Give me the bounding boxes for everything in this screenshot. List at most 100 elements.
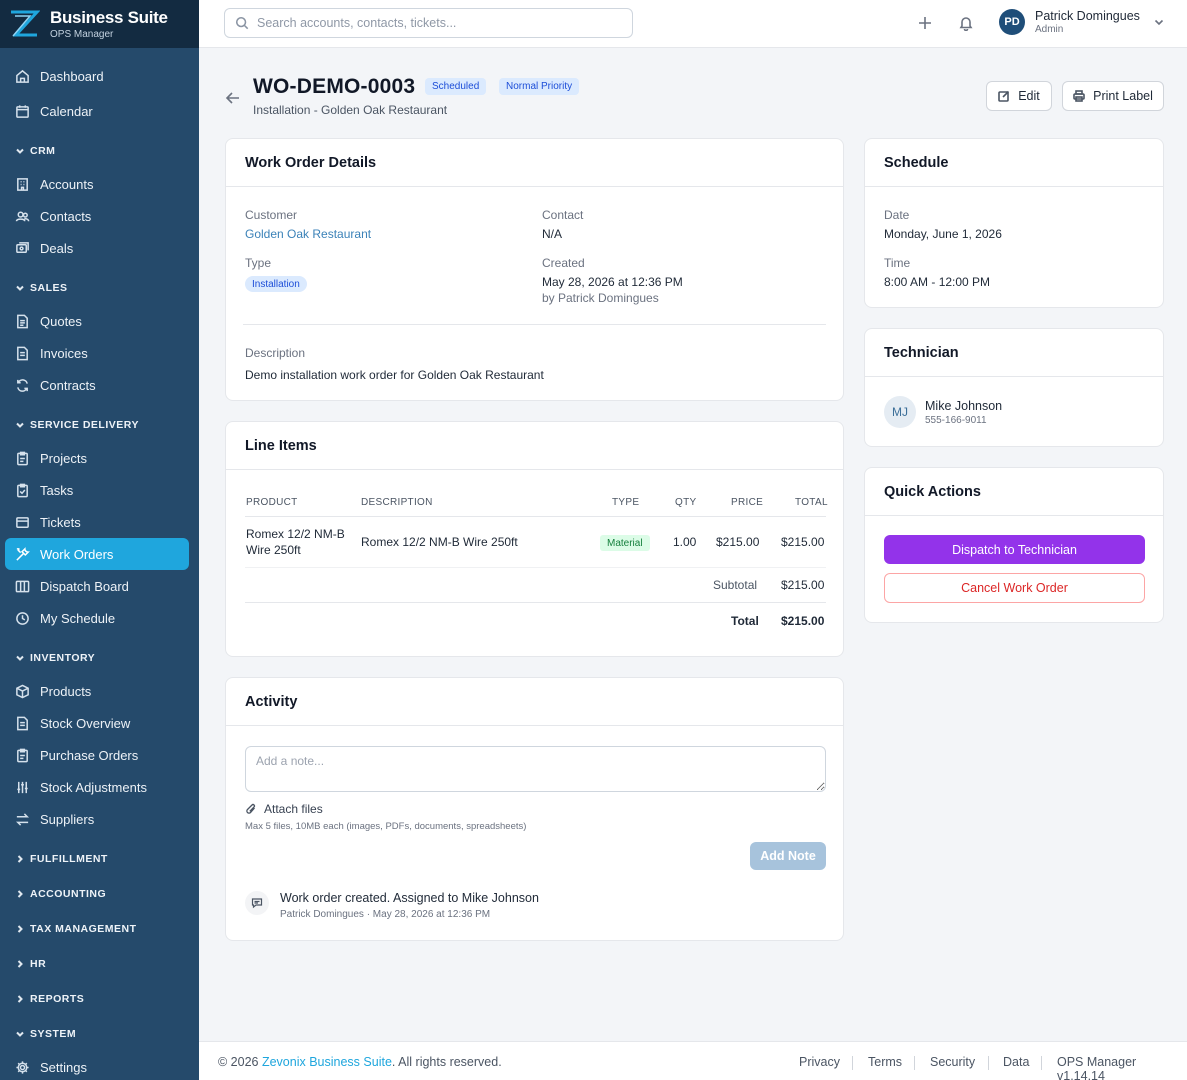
card-title: Activity (226, 678, 843, 726)
arrows-exchange-icon (15, 812, 30, 827)
section-service-delivery[interactable]: SERVICE DELIVERY (0, 407, 199, 442)
user-menu[interactable]: PD Patrick Domingues Admin (999, 9, 1164, 35)
sidebar-item-label: Accounts (40, 176, 94, 192)
chevron-right-icon (16, 889, 26, 898)
sidebar-item-deals[interactable]: Deals (5, 232, 189, 264)
footer-link-terms[interactable]: Terms (868, 1055, 903, 1069)
sidebar-item-contacts[interactable]: Contacts (5, 200, 189, 232)
cell-product-line-2: Wire 250ft (246, 543, 301, 557)
edit-button[interactable]: Edit (986, 81, 1052, 111)
print-label: Print Label (1093, 89, 1153, 103)
sidebar-item-projects[interactable]: Projects (5, 442, 189, 474)
technician-card: Technician MJ Mike Johnson 555-166-9011 (864, 328, 1164, 447)
sidebar-nav: Dashboard Calendar CRM Accounts Contacts… (0, 48, 199, 1080)
cancel-work-order-button[interactable]: Cancel Work Order (884, 573, 1145, 603)
brand-name: Business Suite (50, 8, 168, 27)
status-badge: Scheduled (425, 78, 487, 95)
section-sales[interactable]: SALES (0, 270, 199, 305)
divider (245, 567, 826, 568)
attach-hint: Max 5 files, 10MB each (images, PDFs, do… (245, 821, 527, 832)
sidebar-item-my-schedule[interactable]: My Schedule (5, 602, 189, 634)
section-label: CRM (30, 144, 56, 157)
deals-icon (15, 241, 30, 256)
customer-link[interactable]: Golden Oak Restaurant (245, 227, 372, 241)
section-label: INVENTORY (30, 651, 96, 664)
section-crm[interactable]: CRM (0, 133, 199, 168)
footer-link-security[interactable]: Security (930, 1055, 976, 1069)
back-button[interactable] (225, 90, 241, 106)
quick-actions-card: Quick Actions Dispatch to Technician Can… (864, 467, 1164, 623)
section-hr[interactable]: HR (0, 946, 199, 981)
type-label: Type (245, 256, 272, 270)
created-by: by Patrick Domingues (542, 291, 659, 305)
brand[interactable]: Business Suite OPS Manager (0, 0, 199, 48)
line-items-card: Line Items PRODUCT DESCRIPTION TYPE QTY … (225, 421, 844, 657)
home-icon (15, 69, 30, 84)
description-value: Demo installation work order for Golden … (245, 368, 544, 382)
contact-label: Contact (542, 208, 584, 222)
section-fulfillment[interactable]: FULFILLMENT (0, 841, 199, 876)
sidebar-item-settings[interactable]: Settings (5, 1051, 189, 1080)
column-header-qty: QTY (675, 497, 697, 508)
attach-files-button[interactable]: Attach files (245, 802, 323, 816)
sidebar-item-work-orders[interactable]: Work Orders (5, 538, 189, 570)
technician-name: Mike Johnson (925, 399, 1003, 413)
copyright-prefix: © 2026 (218, 1055, 262, 1069)
section-label: SYSTEM (30, 1027, 77, 1040)
footer-link-data[interactable]: Data (1003, 1055, 1030, 1069)
technician-phone: 555-166-9011 (925, 415, 987, 426)
edit-icon (998, 90, 1010, 102)
sidebar-item-label: Invoices (40, 345, 88, 361)
sidebar-item-invoices[interactable]: Invoices (5, 337, 189, 369)
clipboard-icon (15, 748, 30, 763)
clipboard-icon (15, 451, 30, 466)
sidebar-item-suppliers[interactable]: Suppliers (5, 803, 189, 835)
cell-type-badge: Material (600, 535, 650, 551)
section-system[interactable]: SYSTEM (0, 1016, 199, 1051)
sidebar-item-dashboard[interactable]: Dashboard (5, 60, 189, 92)
sidebar-item-tickets[interactable]: Tickets (5, 506, 189, 538)
search-input[interactable] (257, 16, 617, 30)
box-icon (15, 684, 30, 699)
section-accounting[interactable]: ACCOUNTING (0, 876, 199, 911)
copyright: © 2026 Zevonix Business Suite. All right… (218, 1055, 502, 1069)
section-tax-management[interactable]: TAX MANAGEMENT (0, 911, 199, 946)
note-input[interactable] (245, 746, 826, 792)
bell-icon (959, 17, 973, 31)
ticket-icon (15, 515, 30, 530)
search-box[interactable] (224, 8, 633, 38)
activity-text: Work order created. Assigned to Mike Joh… (280, 891, 539, 905)
divider (988, 1056, 989, 1070)
user-role: Admin (1035, 24, 1064, 35)
cell-qty: 1.00 (673, 535, 697, 549)
notifications-button[interactable] (957, 14, 975, 32)
company-link[interactable]: Zevonix Business Suite (261, 1055, 392, 1069)
app-version: OPS Manager v1.14.14 (1057, 1055, 1137, 1080)
sidebar-item-products[interactable]: Products (5, 675, 189, 707)
section-inventory[interactable]: INVENTORY (0, 640, 199, 675)
sidebar-item-dispatch-board[interactable]: Dispatch Board (5, 570, 189, 602)
footer-link-privacy[interactable]: Privacy (799, 1055, 840, 1069)
sidebar-item-contracts[interactable]: Contracts (5, 369, 189, 401)
sidebar-item-accounts[interactable]: Accounts (5, 168, 189, 200)
add-button[interactable] (916, 14, 934, 32)
chevron-down-icon (1154, 15, 1164, 30)
print-label-button[interactable]: Print Label (1062, 81, 1164, 111)
sidebar-item-stock-adjustments[interactable]: Stock Adjustments (5, 771, 189, 803)
invoice-icon (15, 346, 30, 361)
sidebar-item-quotes[interactable]: Quotes (5, 305, 189, 337)
schedule-card: Schedule Date Monday, June 1, 2026 Time … (864, 138, 1164, 308)
sidebar-item-label: Work Orders (40, 546, 114, 562)
dispatch-button[interactable]: Dispatch to Technician (884, 535, 1145, 564)
sidebar-item-label: Tickets (40, 514, 81, 530)
time-value: 8:00 AM - 12:00 PM (884, 275, 991, 289)
chevron-down-icon (16, 147, 26, 155)
section-reports[interactable]: REPORTS (0, 981, 199, 1016)
sidebar-item-stock-overview[interactable]: Stock Overview (5, 707, 189, 739)
sidebar-item-tasks[interactable]: Tasks (5, 474, 189, 506)
sidebar-item-label: My Schedule (40, 610, 116, 626)
document-icon (15, 716, 30, 731)
sidebar-item-purchase-orders[interactable]: Purchase Orders (5, 739, 189, 771)
add-note-button[interactable]: Add Note (750, 842, 826, 870)
sidebar-item-calendar[interactable]: Calendar (5, 95, 189, 127)
